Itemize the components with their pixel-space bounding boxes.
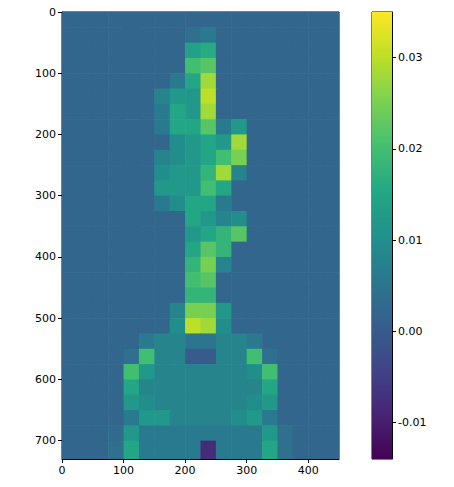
svg-text:500: 500 [35,312,56,325]
svg-text:100: 100 [113,464,134,477]
svg-text:300: 300 [236,464,257,477]
svg-text:600: 600 [35,373,56,386]
svg-text:400: 400 [298,464,319,477]
svg-text:0.03: 0.03 [398,51,423,64]
svg-text:700: 700 [35,434,56,447]
svg-text:-0.01: -0.01 [398,416,426,429]
svg-text:200: 200 [35,128,56,141]
svg-text:300: 300 [35,189,56,202]
svg-text:0: 0 [49,6,56,19]
svg-text:0.00: 0.00 [398,325,423,338]
svg-text:200: 200 [175,464,196,477]
svg-text:0.01: 0.01 [398,234,423,247]
svg-text:0: 0 [59,464,66,477]
svg-text:0.02: 0.02 [398,142,423,155]
svg-text:400: 400 [35,250,56,263]
svg-text:100: 100 [35,67,56,80]
